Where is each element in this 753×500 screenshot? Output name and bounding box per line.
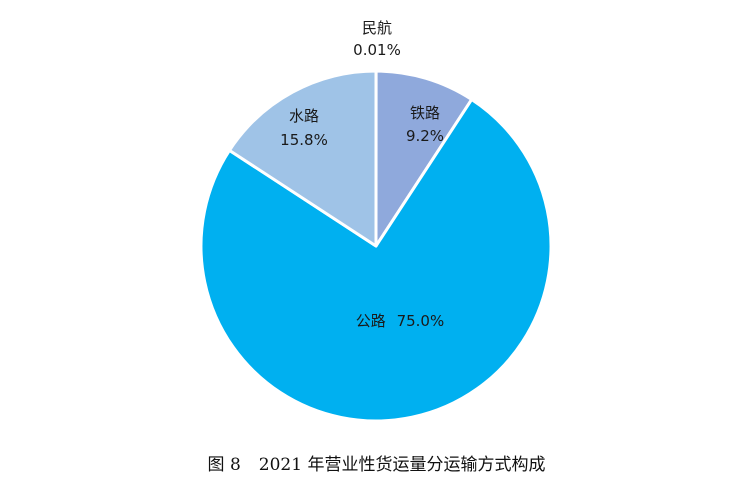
pie-slices <box>199 69 553 423</box>
slice-gonglu <box>199 97 553 423</box>
slice-labels: 民航 0.01% 铁路 9.2% 水路 15.8% 公路 75.0% <box>280 19 444 330</box>
slice-label-gonglu: 公路 75.0% <box>356 312 444 330</box>
slice-label-shuilu-value: 15.8% <box>280 131 328 149</box>
figure-number: 图 8 <box>207 455 241 475</box>
slice-label-gonglu-value: 75.0% <box>397 312 445 330</box>
slice-shuilu <box>227 69 378 248</box>
slice-label-shuilu-name: 水路 <box>289 107 319 125</box>
slice-label-gonglu-name: 公路 <box>356 312 386 330</box>
figure-caption: 图 8 2021 年营业性货运量分运输方式构成 <box>0 450 753 475</box>
slice-label-tielu-name: 铁路 <box>410 104 440 122</box>
slice-label-tielu-value: 9.2% <box>406 127 444 145</box>
slice-label-minhang-name: 民航 <box>362 19 392 37</box>
slice-tielu <box>374 69 474 248</box>
chart-title: 2021 年营业性货运量分运输方式构成 <box>258 455 546 475</box>
slice-label-minhang-value: 0.01% <box>353 41 401 59</box>
